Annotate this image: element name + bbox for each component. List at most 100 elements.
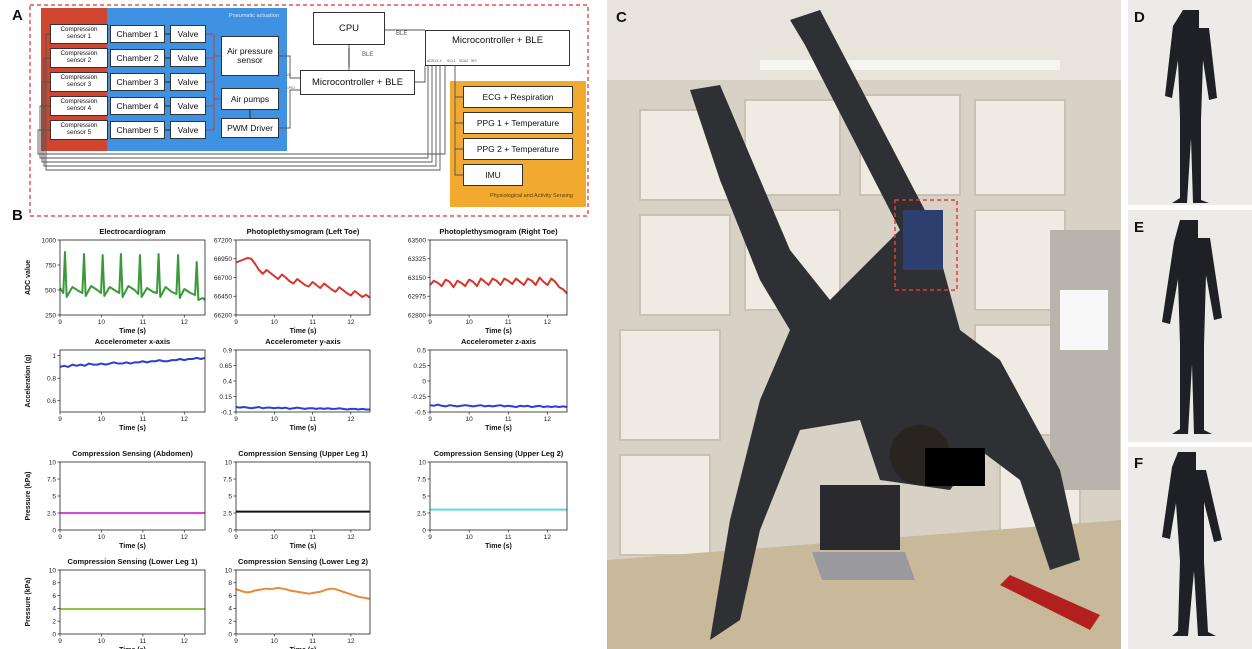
x-tick-label: 11	[309, 638, 316, 645]
x-tick-label: 10	[271, 319, 279, 326]
sensor: PPG 2 + Temperature	[463, 138, 573, 160]
panel-label: A	[12, 7, 23, 24]
x-tick-label: 12	[347, 416, 355, 423]
x-tick-label: 12	[544, 319, 552, 326]
y-tick-label: 63150	[408, 275, 426, 282]
chart-title: Accelerometer y-axis	[265, 337, 340, 346]
plot-frame	[236, 462, 370, 530]
photo-e	[1128, 210, 1252, 442]
chart-title: Photoplethysmogram (Left Toe)	[247, 227, 360, 236]
y-tick-label: -0.5	[415, 409, 427, 416]
y-tick-label: -0.25	[411, 394, 426, 401]
x-tick-label: 11	[309, 416, 316, 423]
y-tick-label: 0	[52, 631, 56, 638]
valve: Valve	[170, 73, 206, 91]
y-tick-label: 0	[228, 631, 232, 638]
y-tick-label: 0.8	[47, 375, 56, 382]
x-axis-label: Time (s)	[290, 328, 317, 335]
x-tick-label: 10	[466, 319, 474, 326]
y-tick-label: 6	[228, 593, 232, 600]
sensor: ECG + Respiration	[463, 86, 573, 108]
x-tick-label: 9	[428, 416, 432, 423]
chart-title: Photoplethysmogram (Right Toe)	[439, 227, 558, 236]
pwm-driver: PWM Driver	[221, 118, 279, 138]
x-tick-label: 9	[58, 416, 62, 423]
y-axis-label: Pressure (kPa)	[25, 471, 32, 520]
y-tick-label: 10	[49, 459, 57, 466]
figure: ABCDEFElectrocardiogram25050075010009101…	[0, 0, 1252, 649]
section-label: Physiological and Activity Sensing	[490, 193, 573, 199]
x-tick-label: 11	[505, 416, 512, 423]
x-tick-label: 9	[234, 638, 238, 645]
y-tick-label: 0	[422, 378, 426, 385]
y-tick-label: 0.15	[219, 394, 232, 401]
data-line	[60, 252, 205, 300]
chart-title: Accelerometer z-axis	[461, 337, 536, 346]
panel-label: D	[1134, 9, 1145, 26]
y-tick-label: 8	[52, 580, 56, 587]
y-axis-label: Pressure (kPa)	[25, 577, 32, 626]
x-tick-label: 9	[58, 534, 62, 541]
chart-title: Electrocardiogram	[99, 227, 166, 236]
y-tick-label: 0.25	[413, 363, 426, 370]
y-tick-label: 10	[225, 459, 233, 466]
x-tick-label: 12	[347, 638, 355, 645]
ble-label: BLE	[362, 52, 373, 58]
y-tick-label: 0	[52, 527, 56, 534]
section-label: Pneumatic actuation	[229, 13, 279, 19]
x-tick-label: 12	[181, 416, 189, 423]
y-tick-label: -0.1	[221, 409, 233, 416]
y-tick-label: 0	[228, 527, 232, 534]
x-axis-label: Time (s)	[290, 425, 317, 432]
cpu: CPU	[313, 12, 385, 45]
air-pressure-sensor: Air pressure sensor	[221, 36, 279, 76]
x-tick-label: 12	[544, 416, 552, 423]
y-tick-label: 5	[422, 493, 426, 500]
y-axis-label: Acceleration (g)	[25, 355, 32, 408]
data-line	[236, 407, 370, 409]
valve: Valve	[170, 49, 206, 67]
microcontroller: Microcontroller + BLE	[300, 70, 415, 95]
data-line	[430, 278, 567, 294]
pin-label: ADS1X-4	[427, 59, 442, 63]
pin-label: SDA2	[459, 59, 468, 63]
y-tick-label: 66200	[214, 312, 232, 319]
data-line	[430, 405, 567, 407]
y-tick-label: 7.5	[417, 476, 426, 483]
x-tick-label: 11	[505, 534, 512, 541]
x-axis-label: Time (s)	[119, 425, 146, 432]
x-axis-label: Time (s)	[485, 328, 512, 335]
x-tick-label: 11	[309, 534, 316, 541]
chart-title: Accelerometer x-axis	[95, 337, 170, 346]
x-tick-label: 10	[466, 416, 474, 423]
plot-frame	[430, 240, 567, 315]
x-axis-label: Time (s)	[119, 328, 146, 335]
x-tick-label: 9	[428, 534, 432, 541]
y-tick-label: 250	[45, 312, 56, 319]
x-tick-label: 10	[98, 319, 106, 326]
y-tick-label: 0.5	[417, 347, 426, 354]
x-tick-label: 12	[347, 319, 355, 326]
x-tick-label: 10	[271, 534, 279, 541]
plot-frame	[60, 240, 205, 315]
x-tick-label: 9	[428, 319, 432, 326]
x-tick-label: 12	[181, 638, 189, 645]
y-tick-label: 7.5	[47, 476, 56, 483]
x-tick-label: 10	[466, 534, 474, 541]
chart-title: Compression Sensing (Upper Leg 2)	[434, 449, 564, 458]
pin-label: I2C	[286, 73, 291, 77]
x-tick-label: 11	[139, 638, 146, 645]
plot-frame	[236, 570, 370, 634]
air-pumps: Air pumps	[221, 88, 279, 110]
x-axis-label: Time (s)	[119, 543, 146, 550]
y-tick-label: 66450	[214, 294, 232, 301]
chamber: Chamber 3	[110, 73, 165, 91]
y-tick-label: 1000	[42, 237, 57, 244]
y-tick-label: 10	[225, 567, 233, 574]
y-tick-label: 5	[52, 493, 56, 500]
x-tick-label: 12	[347, 534, 355, 541]
y-tick-label: 750	[45, 262, 56, 269]
y-tick-label: 1	[52, 353, 56, 360]
y-tick-label: 0.9	[223, 347, 232, 354]
data-line	[236, 258, 370, 298]
